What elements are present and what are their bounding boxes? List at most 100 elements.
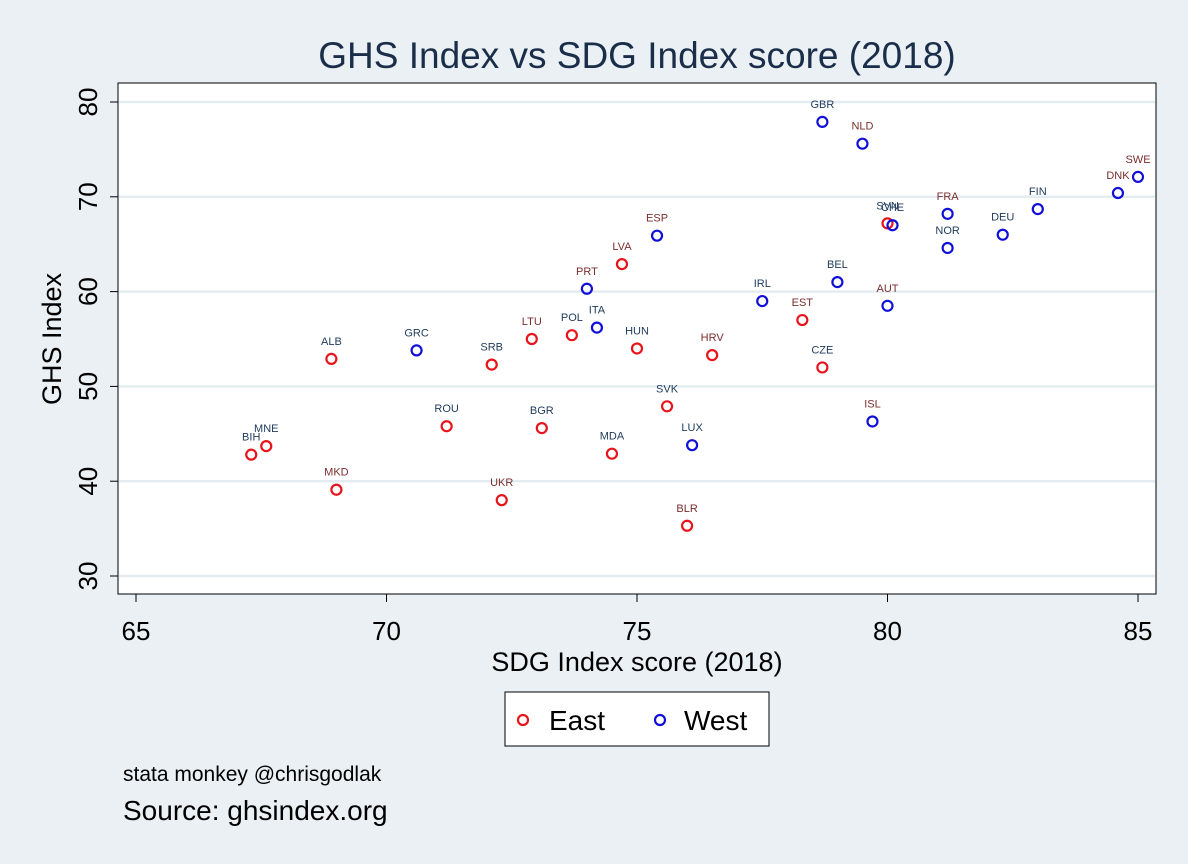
point-label: LTU (522, 316, 542, 328)
scatter-point (1111, 186, 1125, 200)
point-label: POL (561, 312, 583, 324)
y-tick-label: 40 (73, 467, 103, 496)
scatter-point (816, 115, 829, 129)
x-tick-label: 65 (122, 616, 151, 646)
scatter-point (535, 422, 548, 435)
point-label: BLR (676, 503, 697, 515)
scatter-point (1031, 203, 1044, 216)
scatter-point (630, 342, 644, 355)
x-axis: 65 70 75 80 85 (122, 594, 1153, 646)
scatter-point (796, 313, 809, 327)
scatter-point (1131, 170, 1145, 183)
point-label: BGR (530, 405, 554, 417)
scatter-point (886, 219, 899, 232)
y-axis: 30 40 50 60 70 80 (73, 88, 118, 591)
point-label: GBR (810, 99, 834, 111)
scatter-point (756, 294, 769, 308)
point-label: CHE (881, 202, 904, 214)
scatter-point (590, 321, 604, 334)
point-label: LVA (612, 241, 632, 253)
x-tick-label: 70 (372, 616, 401, 646)
point-label: ESP (646, 213, 668, 225)
scatter-point (680, 519, 694, 532)
point-label: NOR (935, 225, 960, 237)
scatter-point (866, 415, 879, 428)
chart-title: GHS Index vs SDG Index score (2018) (318, 35, 956, 76)
point-label: FRA (937, 191, 960, 203)
point-label: MKD (324, 467, 349, 479)
x-tick-label: 80 (873, 616, 902, 646)
legend-marker-east (516, 713, 530, 727)
scatter-point (996, 228, 1009, 241)
x-tick-label: 75 (623, 616, 652, 646)
scatter-point (650, 229, 664, 242)
scatter-point (686, 439, 699, 452)
scatter-point (580, 282, 594, 295)
point-label: PRT (576, 266, 598, 278)
point-label: ROU (434, 403, 459, 415)
scatter-point (485, 358, 498, 371)
x-tick-label: 85 (1124, 616, 1153, 646)
scatter-point (706, 349, 719, 362)
grid-lines (119, 100, 1155, 578)
scatter-point (495, 494, 508, 507)
scatter-point (941, 241, 954, 255)
plot-area (117, 82, 1157, 595)
scatter-point (410, 344, 423, 357)
scatter-point (941, 207, 954, 220)
scatter-point (525, 332, 538, 346)
point-label: SWE (1125, 154, 1150, 166)
scatter-point (831, 276, 844, 289)
y-tick-label: 80 (73, 88, 103, 117)
credit-text: stata monkey @chrisgodlak (123, 763, 382, 786)
point-label: SRB (480, 342, 503, 354)
point-label: FIN (1029, 186, 1047, 198)
y-tick-label: 70 (73, 182, 103, 211)
point-label: GRC (404, 327, 429, 339)
point-label: UKR (490, 477, 513, 489)
scatter-point (615, 258, 629, 271)
point-label: HRV (701, 332, 725, 344)
point-label: DEU (991, 212, 1014, 224)
point-label: BEL (827, 259, 848, 271)
point-label: SVN (876, 200, 899, 212)
scatter-point (330, 483, 343, 496)
y-tick-label: 30 (73, 562, 103, 591)
source-text: Source: ghsindex.org (123, 795, 388, 826)
scatter-point (881, 299, 894, 312)
scatter-point (816, 361, 829, 374)
scatter-point (245, 448, 258, 461)
x-axis-label: SDG Index score (2018) (491, 647, 782, 677)
point-label: CZE (811, 344, 833, 356)
point-label: SVK (656, 383, 679, 395)
y-tick-label: 50 (73, 372, 103, 401)
point-label: EST (792, 297, 814, 309)
legend-label-west: West (684, 705, 747, 736)
point-label: LUX (681, 422, 703, 434)
point-label: IRL (754, 278, 771, 290)
point-label: NLD (851, 121, 873, 133)
point-label: BIH (242, 432, 260, 444)
point-label: ISL (864, 398, 881, 410)
point-label: MNE (254, 423, 278, 435)
point-label: MDA (600, 431, 625, 443)
legend-box (504, 691, 770, 747)
point-label: HUN (625, 325, 649, 337)
legend: East West (504, 691, 770, 747)
legend-marker-west (653, 713, 667, 727)
scatter-point (565, 329, 578, 342)
y-axis-label: GHS Index (37, 272, 67, 405)
scatter-point (325, 352, 338, 366)
data-points (245, 115, 1145, 532)
point-label: ITA (589, 305, 606, 317)
point-label: ALB (321, 336, 342, 348)
scatter-point (856, 137, 869, 150)
scatter-point (605, 447, 619, 460)
scatter-point (440, 420, 453, 433)
point-label: AUT (877, 283, 899, 295)
scatter-point (260, 440, 273, 453)
legend-label-east: East (549, 705, 605, 736)
scatter-point (660, 400, 674, 413)
